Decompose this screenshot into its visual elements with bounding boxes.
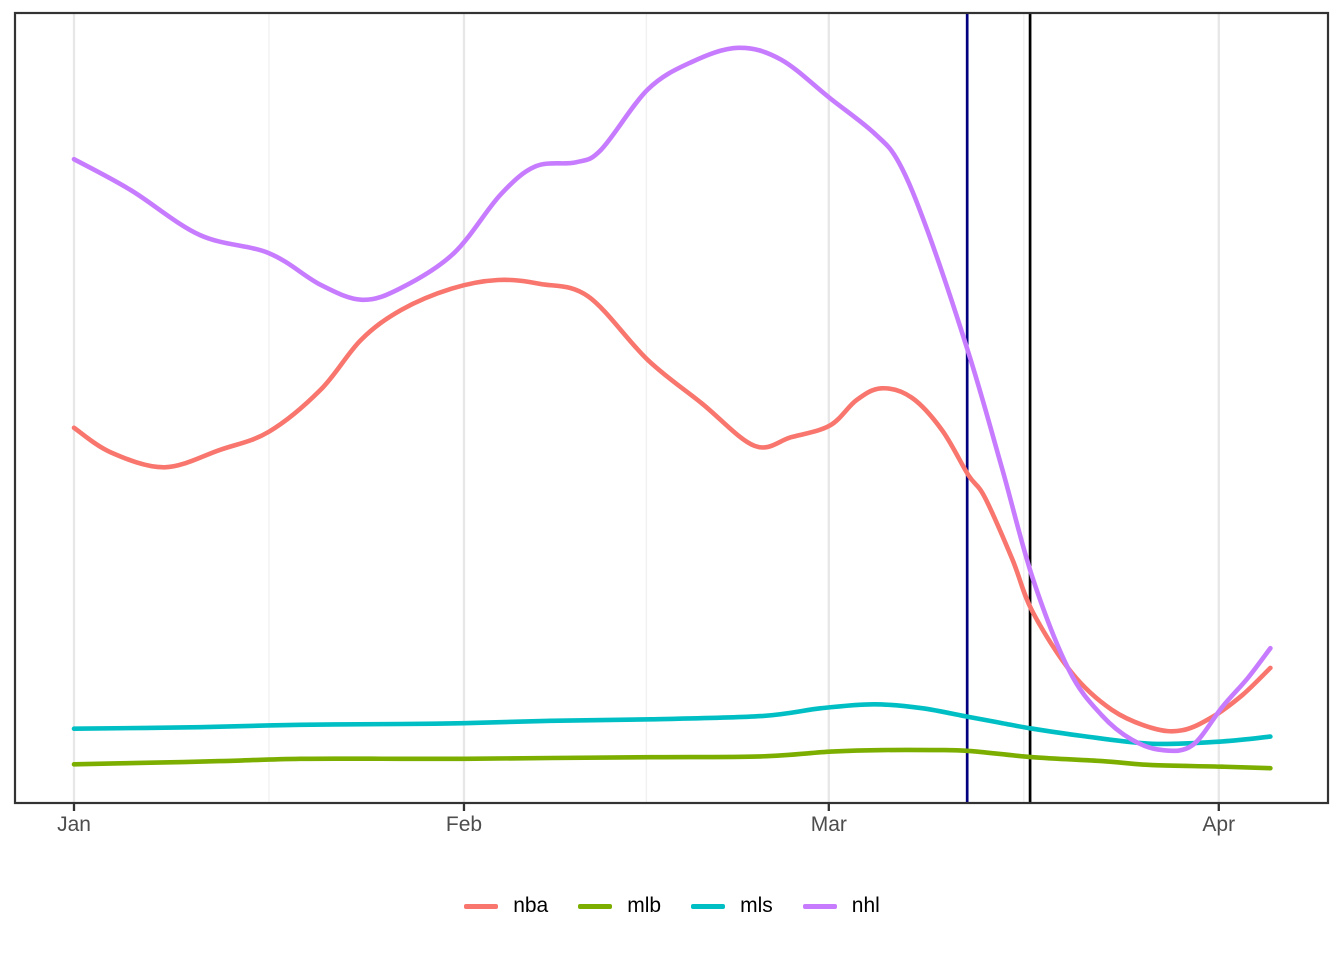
legend-swatch-mls <box>691 903 726 909</box>
legend-item-mls: mls <box>691 893 773 919</box>
legend-label-nhl: nhl <box>851 894 880 917</box>
panel-background <box>15 13 1328 803</box>
series-line-nba <box>71 277 1273 734</box>
x-axis-label-apr: Apr <box>1202 813 1236 836</box>
chart-legend: nba mlb mls nhl <box>0 893 1344 919</box>
x-axis-label-jan: Jan <box>57 813 91 836</box>
legend-label-nba: nba <box>513 894 549 917</box>
legend-item-nba: nba <box>464 893 548 919</box>
series-line-mls <box>71 702 1273 747</box>
legend-item-mlb: mlb <box>578 893 661 919</box>
panel-border <box>13 11 1330 805</box>
series-line-nhl <box>71 45 1273 754</box>
legend-swatch-nhl <box>802 903 837 909</box>
legend-item-nhl: nhl <box>802 893 880 919</box>
legend-label-mls: mls <box>740 894 773 917</box>
legend-swatch-nba <box>464 903 499 909</box>
x-axis-label-feb: Feb <box>445 813 483 836</box>
plot-area <box>13 11 1330 811</box>
legend-label-mlb: mlb <box>627 894 662 917</box>
legend-swatch-mlb <box>578 903 613 909</box>
series-line-mlb <box>71 747 1273 771</box>
x-axis-label-mar: Mar <box>810 813 847 836</box>
